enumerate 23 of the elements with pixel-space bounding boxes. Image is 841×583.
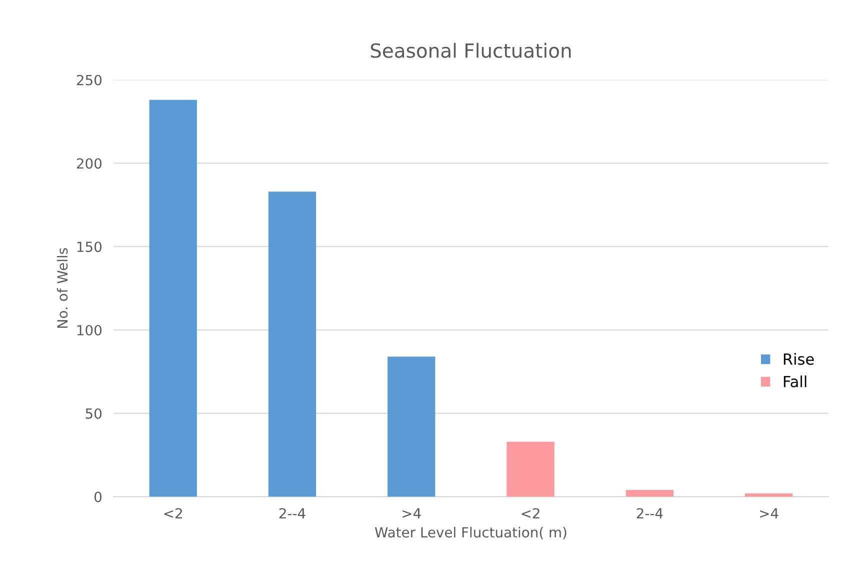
y-tick-label: 200 — [76, 158, 102, 169]
chart-title: Seasonal Fluctuation — [370, 42, 571, 58]
y-tick-label: 100 — [77, 324, 102, 336]
bar — [506, 442, 554, 497]
x-tick-label: 2--4 — [279, 508, 306, 518]
bar — [626, 490, 674, 497]
legend-label: Fall — [784, 375, 806, 388]
y-tick-label: 50 — [86, 408, 102, 419]
y-tick-label: 250 — [76, 74, 102, 86]
y-tick-label: 0 — [94, 492, 102, 502]
x-tick-label: >4 — [760, 508, 778, 518]
bar — [268, 192, 316, 497]
x-axis-title: Water Level Fluctuation( m) — [374, 526, 566, 540]
y-tick-label: 150 — [77, 242, 102, 252]
x-tick-label: <2 — [522, 508, 540, 518]
x-tick-label: <2 — [164, 508, 182, 518]
bar — [149, 100, 197, 497]
y-axis-title: No. of Wells — [56, 248, 68, 328]
bar — [744, 493, 793, 497]
bar — [388, 356, 436, 497]
legend-label: Rise — [784, 353, 814, 365]
x-tick-label: 2--4 — [636, 508, 663, 518]
x-tick-label: >4 — [402, 508, 421, 518]
